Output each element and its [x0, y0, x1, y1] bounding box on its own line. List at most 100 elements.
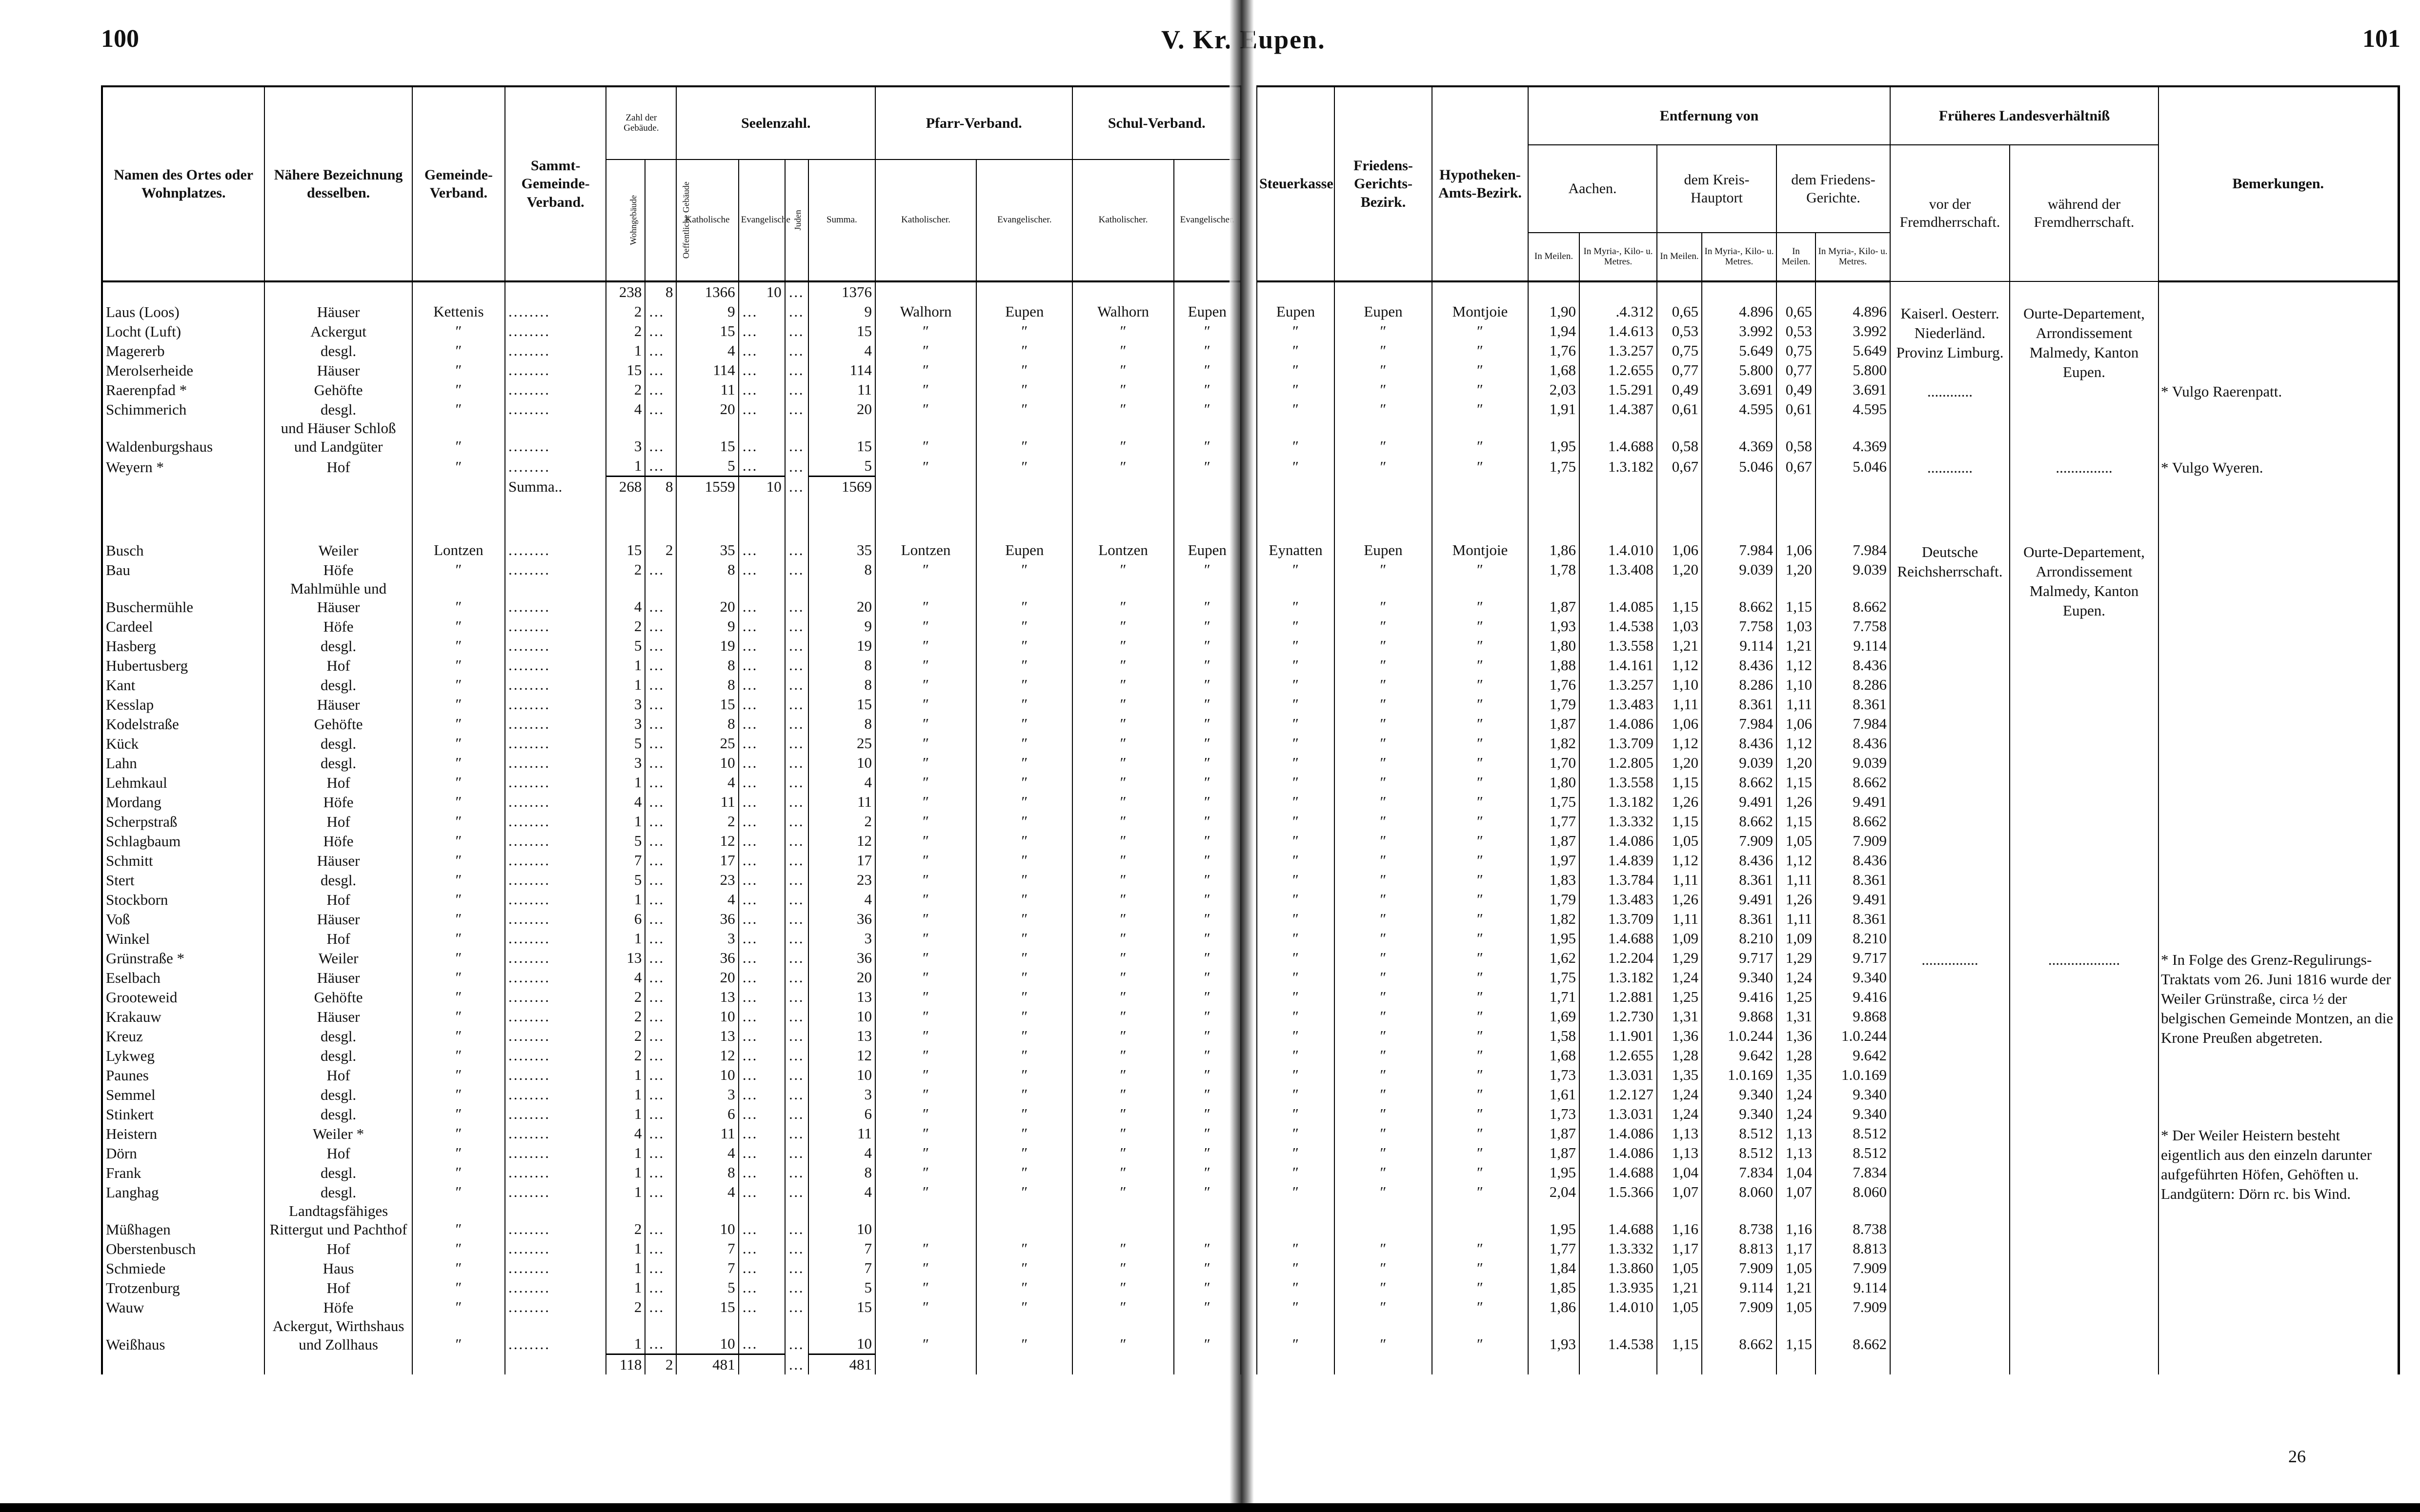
sammt-gemeinde-verband [504, 1143, 607, 1163]
frueher-vor [1890, 1065, 2011, 1085]
kreis-metres: 7.834 [1701, 1163, 1777, 1182]
empty-cell [1815, 1354, 1891, 1374]
wohngebaeude: 2 [605, 1046, 646, 1065]
hypothekenamt: ″ [1432, 948, 1529, 968]
juden [784, 456, 809, 477]
place-description: Hof [264, 456, 413, 477]
table-row-right: ″ ″ ″ 1,87 1.4.085 1,15 8.662 1,15 8.662 [1256, 579, 2400, 617]
sammt-gemeinde-verband [504, 360, 607, 380]
juden [784, 851, 809, 870]
friedensgericht: ″ [1334, 380, 1432, 399]
fried-meilen: 0,53 [1776, 321, 1816, 341]
empty-cell [1656, 281, 1702, 302]
pfarr-katholisch: ″ [874, 1046, 977, 1065]
place-description: desgl. [264, 1085, 413, 1104]
header-friedensger: dem Friedens-Gerichte. [1775, 144, 1891, 233]
fried-metres: 4.896 [1815, 302, 1891, 321]
frueher-vor [1890, 831, 2011, 851]
aachen-meilen: 1,75 [1528, 456, 1580, 477]
pfarr-evangelisch: ″ [976, 1163, 1073, 1182]
bemerkung: * Vulgo Raerenpatt. [2158, 380, 2400, 400]
frueher-waehrend [2009, 1202, 2159, 1239]
katholische: 23 [676, 870, 739, 890]
table-row-right: ″ ″ ″ 1,75 1.3.182 0,67 5.046 0,67 5.046........… [1256, 456, 2400, 477]
katholische: 6 [676, 1104, 739, 1124]
cell-empty [264, 1354, 413, 1374]
kreis-metres: 8.060 [1701, 1182, 1777, 1202]
friedensgericht: ″ [1334, 656, 1432, 675]
kreis-meilen: 0,75 [1656, 341, 1702, 360]
hypothekenamt: ″ [1432, 1046, 1529, 1065]
friedensgericht: ″ [1334, 851, 1432, 870]
juden [784, 360, 809, 380]
evangelische [738, 1278, 786, 1297]
aachen-meilen: 1,77 [1528, 1239, 1580, 1258]
kreis-meilen: 0,65 [1656, 302, 1702, 321]
pfarr-evangelisch: ″ [976, 734, 1073, 753]
katholische: 13 [676, 987, 739, 1007]
aachen-meilen: 1,68 [1528, 1046, 1580, 1065]
place-description: Landtagsfähiges Rittergut und Pachthof [264, 1202, 413, 1239]
hypothekenamt [1432, 1202, 1529, 1239]
juden [784, 1007, 809, 1026]
place-name: Merolserheide [101, 360, 265, 380]
gemeinde-verband: ″ [411, 360, 506, 380]
kreis-meilen: 1,15 [1656, 773, 1702, 792]
header-kreis-meilen: In Meilen. [1656, 232, 1702, 282]
table-row: Raerenpfad *Gehöfte″21111″″″″ [101, 380, 1242, 399]
gemeinde-verband: ″ [411, 617, 506, 636]
gemeinde-verband: ″ [411, 656, 506, 675]
schul-katholisch: ″ [1072, 380, 1174, 399]
gemeinde-verband: ″ [411, 909, 506, 929]
aachen-metres: 1.4.538 [1579, 1317, 1657, 1354]
kreis-meilen: 1,24 [1656, 1085, 1702, 1104]
schul-katholisch: ″ [1072, 909, 1174, 929]
steuerkasse: ″ [1256, 579, 1335, 617]
gemeinde-verband: ″ [411, 1317, 506, 1354]
oeffentliche-gebaeude [645, 1182, 677, 1202]
header-wohn: Wohngebäude [605, 159, 646, 282]
bemerkung [2158, 636, 2400, 656]
wohngebaeude: 2 [605, 302, 646, 321]
fried-metres: 8.512 [1815, 1143, 1891, 1163]
pfarr-katholisch: ″ [874, 1143, 977, 1163]
katholische: 2 [676, 812, 739, 831]
fried-metres: 9.717 [1815, 948, 1891, 968]
oeffentliche-gebaeude [645, 302, 677, 321]
header-name: Namen des Ortes oder Wohnplatzes. [101, 85, 265, 282]
sammt-gemeinde-verband [504, 753, 607, 773]
sammt-gemeinde-verband [504, 341, 607, 360]
kreis-metres: 9.340 [1701, 968, 1777, 987]
fried-metres: 8.060 [1815, 1182, 1891, 1202]
place-name: Langhag [101, 1182, 265, 1202]
summa: 9 [807, 302, 876, 321]
kreis-metres: 9.340 [1701, 1104, 1777, 1124]
pfarr-evangelisch: ″ [976, 1278, 1073, 1297]
place-description: Häuser [264, 302, 413, 321]
sammt-gemeinde-verband [504, 560, 607, 579]
frueher-waehrend [2009, 1163, 2159, 1182]
summa: 5 [807, 456, 876, 477]
friedensgericht: ″ [1334, 773, 1432, 792]
fried-metres: 8.361 [1815, 870, 1891, 890]
place-name: Kodelstraße [101, 714, 265, 734]
table-row: Locht (Luft)Ackergut″21515″″″″ [101, 321, 1242, 341]
frueher-vor: ............... [1890, 948, 2011, 968]
bemerkung [2158, 579, 2400, 617]
friedensgericht: ″ [1334, 1182, 1432, 1202]
place-description: Hof [264, 812, 413, 831]
hypothekenamt: ″ [1432, 792, 1529, 812]
pfarr-katholisch: ″ [874, 948, 977, 968]
hypothekenamt: Montjoie [1432, 540, 1529, 560]
kreis-metres: 7.984 [1701, 714, 1777, 734]
hypothekenamt: ″ [1432, 1026, 1529, 1046]
evangelische [738, 831, 786, 851]
place-name: Kreuz [101, 1026, 265, 1046]
pfarr-evangelisch: ″ [976, 321, 1073, 341]
pfarr-katholisch: ″ [874, 656, 977, 675]
table-row-right: ″ ″ ″ 1,80 1.3.558 1,15 8.662 1,15 8.662 [1256, 773, 2400, 792]
evangelische [738, 909, 786, 929]
sammt-gemeinde-verband [504, 1278, 607, 1297]
